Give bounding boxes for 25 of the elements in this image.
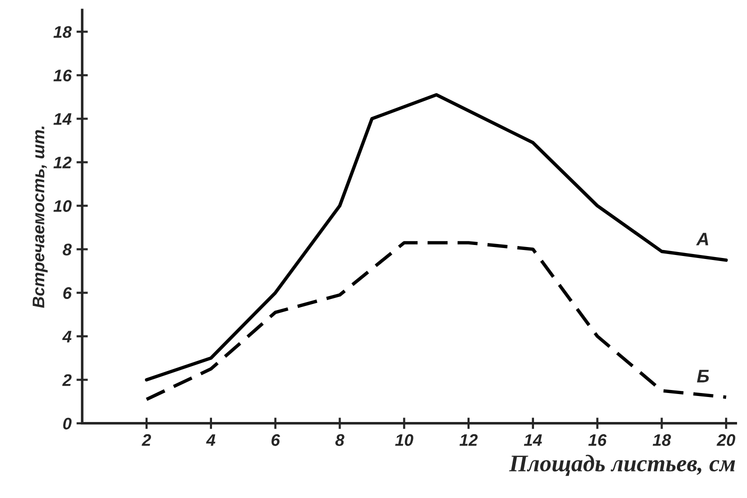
x-tick-label: 12 (460, 434, 478, 446)
y-tick-label: 8 (62, 244, 72, 256)
y-axis-title: Встречаемость, шт. (32, 126, 48, 308)
x-tick-label: 2 (142, 434, 152, 446)
x-tick-label: 6 (272, 434, 280, 446)
y-tick-label: 14 (53, 113, 72, 125)
x-tick-label: 14 (524, 434, 542, 446)
x-tick-label: 10 (395, 434, 414, 446)
y-tick-label: 6 (63, 287, 72, 299)
y-tick-label: 2 (62, 374, 72, 386)
y-tick-label: 0 (63, 418, 72, 430)
y-tick-label: 12 (53, 156, 72, 168)
y-tick-label: 4 (62, 330, 72, 342)
x-tick-label: 18 (652, 434, 671, 446)
x-axis-title: Площадь листьев, см (509, 454, 736, 476)
x-tick-label: 4 (206, 434, 216, 446)
y-tick-label: 16 (53, 70, 72, 82)
series-label: А (696, 232, 708, 246)
x-tick-label: 20 (716, 434, 736, 446)
x-tick-label: 16 (588, 434, 607, 446)
series-label: Б (697, 370, 709, 382)
y-tick-label: 10 (53, 200, 72, 212)
line-series (144, 93, 728, 382)
y-tick-label: 18 (53, 26, 72, 38)
x-tick-label: 8 (335, 434, 344, 446)
